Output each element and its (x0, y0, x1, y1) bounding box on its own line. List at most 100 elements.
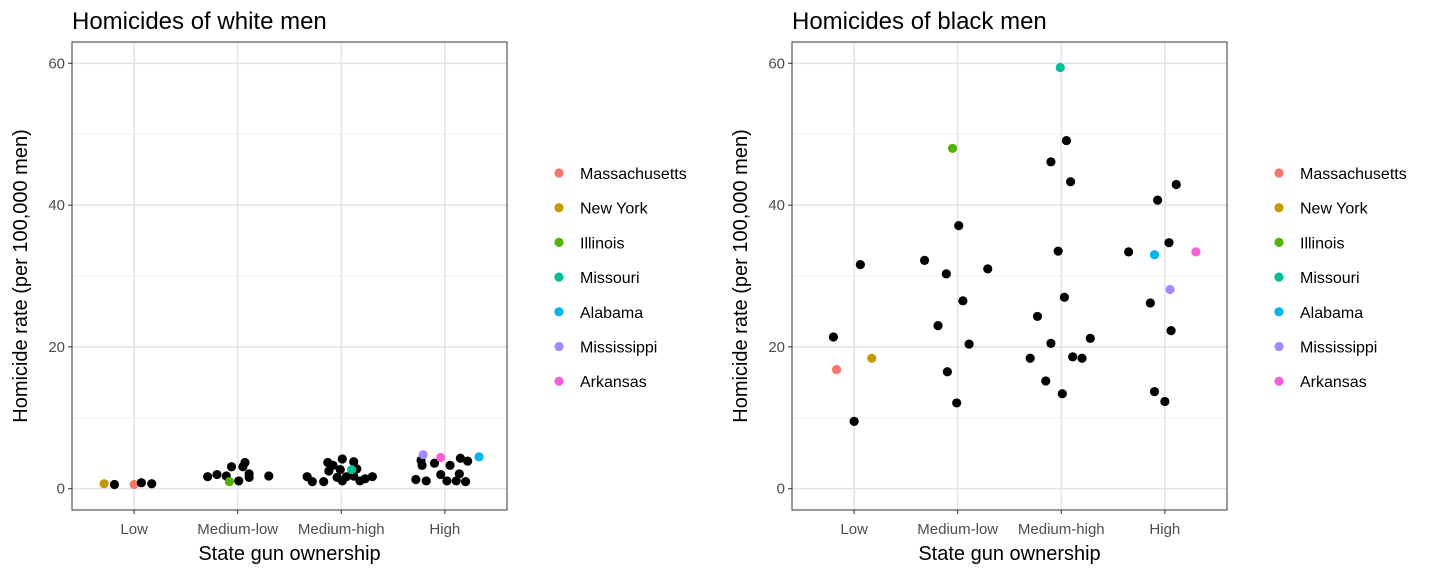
point-arkansas (436, 452, 446, 463)
point (855, 260, 865, 270)
point (212, 469, 222, 480)
legend-label: Illinois (580, 235, 624, 252)
legend-item: Massachusetts (554, 166, 687, 183)
legend-item: Missouri (1274, 270, 1360, 287)
point (240, 457, 250, 468)
point (828, 332, 839, 342)
point (455, 453, 465, 463)
point (1032, 311, 1043, 322)
legend-key (1274, 237, 1284, 247)
legend-label: New York (1300, 201, 1369, 218)
point (958, 296, 968, 306)
point-alabama (474, 452, 484, 462)
point (1041, 376, 1051, 386)
point (952, 398, 962, 408)
legend: Massachusetts New York Illinois Missouri Ala… (554, 166, 687, 391)
point (1166, 326, 1176, 336)
point (1171, 179, 1181, 190)
legend-key (1274, 203, 1284, 213)
panel-2: 0 20 40 60 Low Medium-low Medium-high High Homic… (730, 8, 1407, 565)
legend-item: Illinois (1274, 235, 1344, 252)
chart-title: Homicides of black men (792, 8, 1047, 35)
point (463, 456, 473, 466)
legend-item: Arkansas (554, 374, 647, 391)
point (417, 460, 427, 470)
chart-title: Homicides of white men (72, 8, 327, 35)
point (328, 460, 338, 470)
point (244, 469, 254, 479)
legend-label: Missouri (580, 270, 640, 287)
point (1046, 157, 1056, 167)
point (337, 454, 347, 464)
point (1068, 352, 1078, 362)
y-tick-label: 60 (768, 55, 785, 72)
legend-key (1274, 168, 1284, 178)
point-massachusetts (831, 365, 842, 375)
panel-border (71, 41, 508, 511)
legend-key (554, 168, 564, 178)
legend-label: Arkansas (580, 374, 647, 391)
legend-item: New York (554, 201, 649, 218)
x-tick-label: Low (840, 521, 868, 538)
y-tick-label: 20 (48, 339, 65, 356)
point (1066, 177, 1076, 187)
point (234, 476, 244, 486)
point-missouri (1055, 62, 1065, 73)
point (147, 479, 157, 489)
x-tick-label: Low (120, 521, 148, 538)
point-missouri (347, 464, 357, 475)
point (442, 476, 452, 486)
point (109, 479, 120, 490)
point-alabama (1149, 250, 1160, 260)
point (933, 321, 943, 331)
x-tick-label: Medium-low (917, 521, 998, 538)
legend-label: Mississippi (580, 340, 657, 357)
point-mississippi (418, 450, 428, 460)
point (341, 472, 352, 482)
point-massachusetts (129, 479, 139, 490)
legend-item: Missouri (554, 270, 640, 287)
point (1160, 396, 1170, 407)
legend-item: New York (1274, 201, 1369, 218)
point (307, 477, 317, 487)
legend-item: Arkansas (1274, 374, 1367, 391)
point (436, 469, 446, 480)
legend-label: Arkansas (1300, 374, 1367, 391)
y-axis-title: Homicide rate (per 100,000 men) (730, 129, 752, 422)
x-tick-label: Medium-low (197, 521, 278, 538)
point-mississippi (1165, 284, 1175, 295)
y-tick-label: 0 (57, 481, 65, 498)
point (1149, 386, 1160, 397)
legend-label: Missouri (1300, 270, 1360, 287)
legend-key (554, 307, 564, 317)
y-tick-label: 60 (48, 55, 65, 72)
point-illinois (947, 143, 958, 153)
legend-key (1274, 272, 1284, 282)
x-tick-label: Medium-high (1018, 521, 1105, 538)
point (983, 264, 993, 274)
point (1145, 298, 1155, 308)
point (1153, 195, 1163, 205)
point (1124, 247, 1134, 257)
legend: Massachusetts New York Illinois Missouri Ala… (1274, 166, 1407, 391)
legend-key (554, 272, 564, 282)
legend-label: Mississippi (1300, 340, 1377, 357)
point (319, 477, 329, 487)
x-tick-label: High (1149, 521, 1180, 538)
point (964, 339, 974, 349)
point (451, 476, 461, 486)
x-axis-title: State gun ownership (198, 543, 380, 565)
legend-label: Illinois (1300, 235, 1344, 252)
point (1085, 333, 1095, 343)
point (954, 221, 964, 231)
legend-key (1274, 307, 1284, 317)
legend-label: Alabama (1300, 305, 1363, 322)
point (919, 255, 930, 265)
legend-key (554, 341, 564, 352)
legend-item: Massachusetts (1274, 166, 1407, 183)
legend-label: Alabama (580, 305, 643, 322)
point (1025, 353, 1035, 363)
legend-item: Illinois (554, 235, 624, 252)
point (1164, 238, 1174, 248)
